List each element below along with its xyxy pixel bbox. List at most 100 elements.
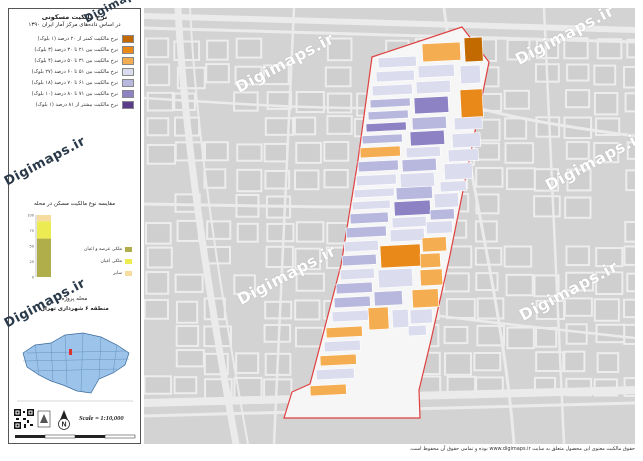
ownership-block[interactable] — [315, 367, 355, 381]
ownership-block[interactable] — [459, 88, 484, 119]
ownership-block[interactable] — [371, 83, 413, 97]
legend-swatch — [122, 90, 134, 98]
ownership-block[interactable] — [367, 306, 390, 331]
ownership-block[interactable] — [375, 69, 415, 83]
chart-bar-segment — [37, 238, 51, 277]
ownership-block[interactable] — [389, 227, 425, 243]
ownership-block[interactable] — [393, 199, 431, 217]
city-block — [295, 221, 325, 243]
chart-legend-item: ملکی عرصه و اعیان — [84, 247, 132, 252]
ownership-block[interactable] — [349, 211, 389, 225]
ownership-block[interactable] — [369, 97, 411, 109]
ownership-block[interactable] — [399, 171, 436, 189]
ownership-block[interactable] — [377, 55, 417, 69]
legend-swatch — [122, 68, 134, 76]
ownership-block[interactable] — [413, 95, 450, 115]
ownership-block[interactable] — [409, 129, 446, 147]
ownership-block[interactable] — [309, 383, 347, 397]
city-block — [144, 298, 169, 320]
ownership-block[interactable] — [419, 252, 442, 269]
city-block — [144, 375, 172, 395]
ownership-block[interactable] — [421, 236, 448, 253]
ownership-block[interactable] — [409, 308, 434, 325]
ownership-block[interactable] — [367, 109, 409, 121]
city-block — [326, 115, 353, 135]
ownership-block[interactable] — [417, 63, 455, 79]
legend-swatch — [122, 35, 134, 43]
city-block — [506, 326, 535, 350]
ownership-block[interactable] — [433, 192, 460, 209]
ownership-block[interactable] — [451, 132, 482, 149]
map-canvas[interactable]: Digimaps.ir Digimaps.ir Digimaps.ir Digi… — [144, 8, 635, 444]
ownership-block[interactable] — [365, 121, 407, 133]
legend-class-5: نرخ مالکیت بین ۶۱ تا ۷۰ درصد (۱۸ بلوک) — [32, 79, 134, 87]
ownership-block[interactable] — [357, 159, 399, 173]
ownership-block[interactable] — [319, 353, 357, 367]
city-block — [264, 300, 293, 320]
ownership-block[interactable] — [429, 208, 455, 221]
ownership-block[interactable] — [411, 115, 447, 131]
district-name: منطقه ۶ شهرداری تهران — [40, 306, 109, 312]
ownership-block[interactable] — [419, 268, 444, 287]
ownership-block[interactable] — [351, 199, 391, 211]
ownership-block[interactable] — [391, 215, 427, 229]
ownership-block[interactable] — [453, 116, 483, 131]
legend-class-label: نرخ مالکیت بین ۳۱ تا ۵۰ درصد (۴ بلوک) — [34, 58, 118, 64]
ownership-block[interactable] — [333, 295, 371, 309]
ownership-block[interactable] — [447, 148, 479, 163]
chart-tick-label: 100 — [27, 214, 34, 218]
ownership-block[interactable] — [439, 180, 467, 193]
ownership-block[interactable] — [341, 253, 377, 267]
legend-class-label: نرخ مالکیت بین ۶۱ تا ۷۰ درصد (۱۸ بلوک) — [31, 80, 118, 86]
ownership-block[interactable] — [395, 185, 433, 201]
chart-tick-label: 0 — [32, 276, 34, 280]
ownership-block[interactable] — [379, 243, 422, 269]
legend-swatch — [122, 79, 134, 87]
city-block — [596, 352, 620, 373]
city-block — [623, 323, 635, 345]
ownership-block[interactable] — [377, 267, 414, 289]
ownership-block[interactable] — [345, 225, 387, 239]
legend-class-label: نرخ مالکیت کمتر از ۲۰ درصد (۱ بلوک) — [37, 36, 118, 42]
city-block — [206, 39, 229, 61]
city-block — [443, 272, 470, 293]
ownership-block[interactable] — [459, 64, 482, 85]
ownership-block[interactable] — [359, 145, 401, 159]
city-block — [533, 274, 560, 298]
ownership-block[interactable] — [405, 145, 441, 159]
legend-class-label: نرخ مالکیت بین ۷۱ تا ۸۰ درصد (۱۰ بلوک) — [31, 91, 118, 97]
ownership-block[interactable] — [411, 288, 440, 309]
ownership-block[interactable] — [443, 162, 474, 181]
city-block — [176, 219, 200, 242]
ownership-block[interactable] — [421, 41, 462, 63]
city-block — [626, 141, 635, 160]
ownership-block[interactable] — [331, 309, 369, 323]
city-block — [264, 169, 291, 190]
city-block — [565, 141, 590, 160]
legend-class-label: نرخ مالکیت بیشتر از ۸۱ درصد (۱ بلوک) — [35, 102, 118, 108]
ownership-block[interactable] — [391, 308, 410, 329]
legend-subtitle: در اساس داده‌های مرکز آمار ایران ۱۳۹۰ — [28, 22, 121, 28]
ownership-block[interactable] — [361, 133, 403, 145]
ownership-block[interactable] — [353, 187, 395, 199]
ownership-block[interactable] — [325, 325, 363, 339]
ownership-block[interactable] — [339, 267, 375, 281]
ownership-block[interactable] — [323, 339, 361, 353]
city-block — [146, 144, 177, 165]
ownership-block[interactable] — [343, 239, 379, 253]
copyright-footer: حقوق مالکیت معنوی این محصول متعلق به سای… — [409, 446, 635, 452]
legend-class-label: نرخ مالکیت بین ۲۱ تا ۳۰ درصد (۳ بلوک) — [34, 47, 118, 53]
ownership-block[interactable] — [401, 157, 437, 173]
ownership-block[interactable] — [355, 173, 397, 187]
ownership-block[interactable] — [335, 281, 373, 295]
city-block — [145, 63, 171, 87]
ownership-block[interactable] — [425, 220, 453, 235]
city-block — [236, 143, 263, 162]
ownership-block[interactable] — [407, 324, 427, 337]
city-block — [236, 222, 259, 243]
ownership-block[interactable] — [373, 290, 404, 307]
ownership-block[interactable] — [463, 36, 484, 63]
ownership-block[interactable] — [415, 79, 451, 95]
city-block — [503, 89, 530, 110]
